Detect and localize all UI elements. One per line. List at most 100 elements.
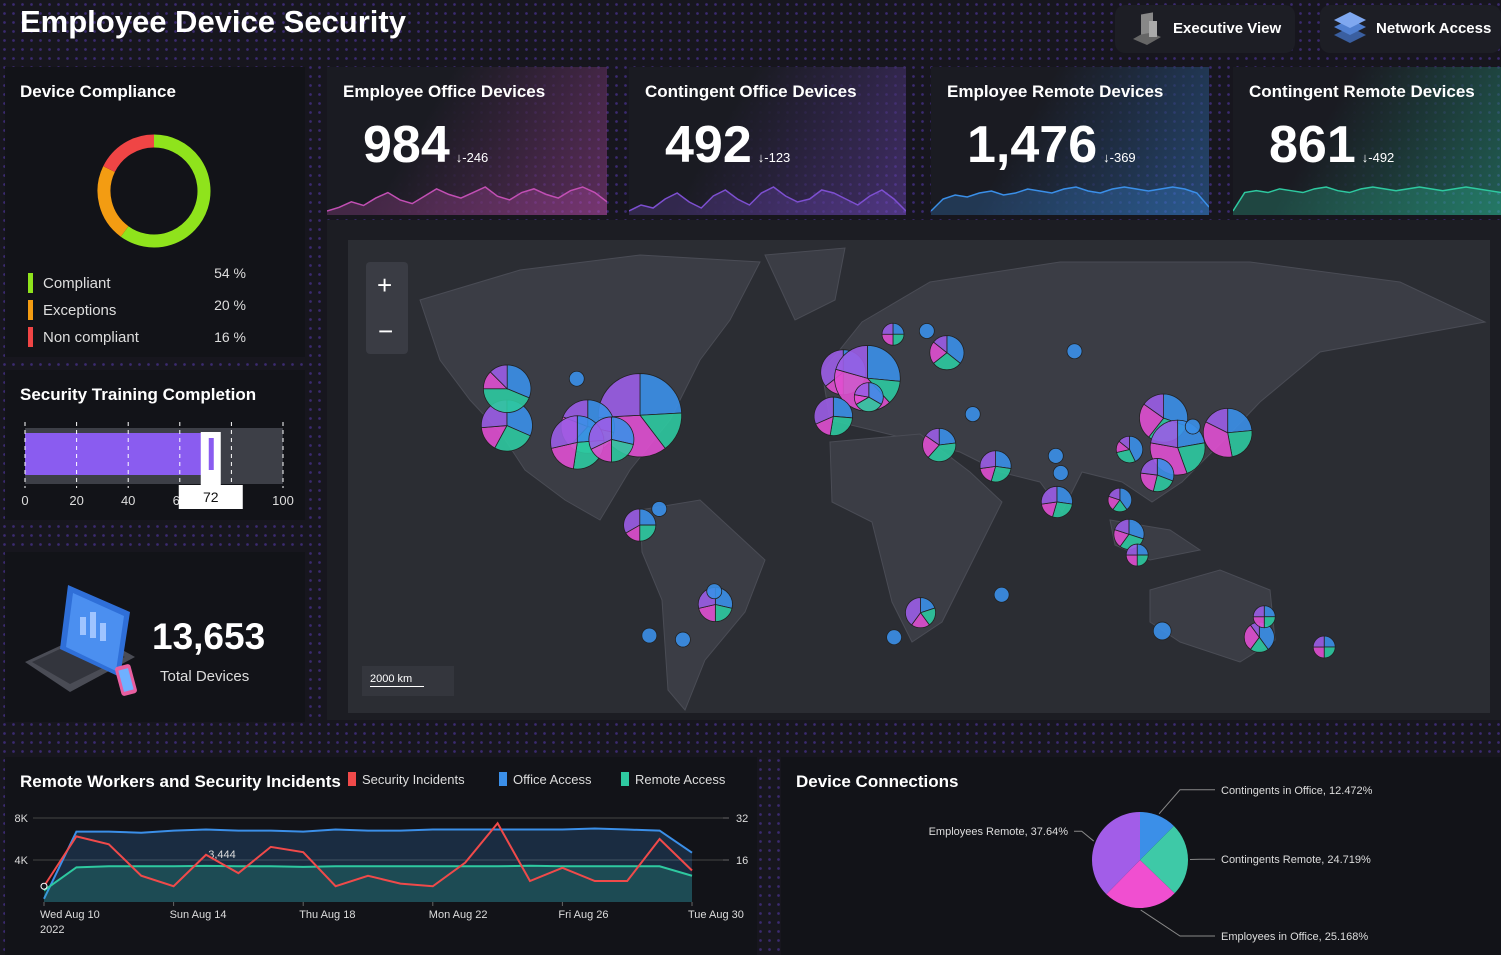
line — [43, 864, 693, 892]
land — [419, 254, 761, 521]
marker-slice — [854, 382, 870, 398]
marker-slice — [1252, 605, 1265, 618]
marker-slice — [886, 629, 902, 646]
executive-icon — [1133, 12, 1161, 45]
marker-slice — [1202, 421, 1233, 458]
map-marker — [1066, 343, 1083, 360]
marker-slice — [1143, 393, 1164, 419]
marker-slice — [1125, 554, 1138, 567]
land — [821, 261, 1487, 513]
x-tick-label: Tue Aug 30 — [688, 909, 744, 921]
marker-slice — [979, 450, 996, 470]
network-access-button[interactable]: Network Access — [1320, 5, 1501, 53]
zoom-control: + − — [366, 262, 408, 354]
marker-slice — [1136, 554, 1149, 567]
marker-slice — [550, 415, 578, 449]
kpi-value-row: 492 ↓-123 — [665, 115, 790, 175]
sparkline-line — [1233, 186, 1501, 212]
legend-label: Exceptions — [43, 302, 116, 319]
sparkline-area — [931, 187, 1209, 215]
zoom-in[interactable]: + — [377, 270, 393, 300]
marker-slice — [993, 586, 1010, 603]
marker-slice — [990, 465, 1012, 483]
marker-slice — [639, 373, 683, 416]
marker-slice — [924, 427, 940, 446]
marker-slice — [1323, 646, 1336, 659]
map-marker — [675, 631, 691, 648]
kpi-card: Contingent Office Devices 492 ↓-123 — [629, 67, 906, 215]
marker-slice — [1052, 501, 1073, 518]
slice-label: Employees Remote, 37.64% — [929, 826, 1069, 838]
y-tick-label: 8K — [15, 813, 29, 825]
marker-slice — [820, 349, 844, 387]
x-tick-label: 0 — [21, 493, 28, 508]
marker-slice — [482, 388, 530, 413]
map-marker — [1202, 407, 1253, 458]
map-marker — [1252, 605, 1276, 629]
value-label: 54 % — [214, 265, 246, 281]
pie-slice — [1106, 860, 1175, 908]
x-tick-label: 100 — [272, 493, 294, 508]
map-marker — [1115, 435, 1144, 464]
map-marker — [813, 396, 853, 436]
marker-slice — [1108, 487, 1121, 501]
marker-slice — [1152, 621, 1172, 641]
kpi-value-row: 1,476 ↓-369 — [967, 115, 1136, 175]
pie-slice — [1140, 812, 1174, 860]
marker-slice — [1323, 635, 1336, 648]
marker-slice — [835, 345, 868, 379]
marker-slice — [881, 322, 894, 335]
pie-slice — [1092, 812, 1140, 895]
marker-slice — [995, 450, 1012, 470]
leader-line — [1158, 789, 1215, 815]
total-devices-label: Total Devices — [160, 668, 250, 685]
value-label: 20 % — [214, 297, 246, 313]
slice-label: Contingents in Office, 12.472% — [1221, 785, 1373, 797]
map-marker — [1184, 418, 1201, 435]
map-marker — [1312, 635, 1336, 659]
map-marker — [918, 323, 935, 339]
legend-label: Compliant — [43, 275, 111, 292]
sparkline — [931, 186, 1209, 215]
legend-label: Office Access — [513, 772, 592, 787]
map-marker — [1125, 543, 1149, 567]
kpi-delta: ↓-369 — [1103, 150, 1136, 165]
map-marker — [905, 597, 936, 629]
marker-slice — [1128, 518, 1145, 540]
map-marker — [623, 508, 657, 542]
laptop-icon — [25, 585, 137, 696]
panel-title: Remote Workers and Security Incidents — [20, 772, 341, 791]
marker-slice — [489, 364, 508, 390]
slice-label: Contingents Remote, 24.719% — [1221, 854, 1371, 866]
marker-slice — [1056, 485, 1073, 505]
marker-slice — [1184, 418, 1201, 435]
map-marker — [568, 370, 585, 387]
marker-slice — [1129, 435, 1144, 462]
marker-slice — [1125, 543, 1138, 556]
donut-segment — [97, 166, 129, 237]
kpi-value-row: 861 ↓-492 — [1269, 115, 1394, 175]
kpi-value: 861 — [1269, 116, 1356, 174]
marker-slice — [1114, 518, 1130, 535]
executive-view-button[interactable]: Executive View — [1115, 5, 1295, 53]
kpi-title: Contingent Remote Devices — [1249, 82, 1475, 101]
value-label: 16 % — [214, 329, 246, 345]
pie-slice — [1140, 825, 1188, 894]
legend-label: Security Incidents — [362, 772, 465, 787]
x-tick-label: Thu Aug 18 — [299, 909, 356, 921]
marker-slice — [1150, 419, 1179, 449]
kpi-delta: ↓-246 — [455, 150, 489, 165]
marker-slice — [641, 627, 658, 644]
map-marker — [482, 364, 532, 413]
marker-slice — [946, 335, 965, 364]
panel-title: Device Compliance — [20, 82, 176, 101]
kpi-delta: ↓-492 — [1361, 150, 1395, 165]
kpi-title: Contingent Office Devices — [645, 82, 857, 101]
donut-segment — [120, 134, 211, 248]
zoom-out[interactable]: − — [378, 316, 394, 346]
map-marker — [1052, 465, 1069, 481]
map-marker — [1047, 447, 1064, 464]
marker-slice — [918, 323, 935, 339]
line — [43, 827, 693, 900]
